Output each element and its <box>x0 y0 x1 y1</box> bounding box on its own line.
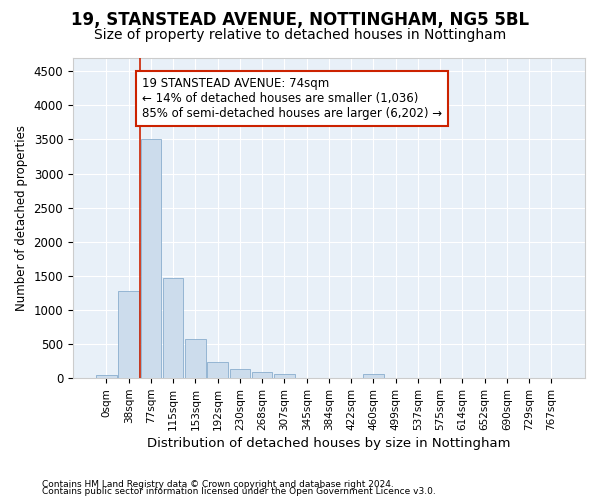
Text: Size of property relative to detached houses in Nottingham: Size of property relative to detached ho… <box>94 28 506 42</box>
Text: Contains public sector information licensed under the Open Government Licence v3: Contains public sector information licen… <box>42 488 436 496</box>
Bar <box>363 374 383 378</box>
Text: 19, STANSTEAD AVENUE, NOTTINGHAM, NG5 5BL: 19, STANSTEAD AVENUE, NOTTINGHAM, NG5 5B… <box>71 11 529 29</box>
Bar <box>140 140 161 378</box>
Bar <box>163 278 184 378</box>
Bar <box>230 368 250 378</box>
Bar <box>208 362 228 378</box>
Bar <box>252 372 272 378</box>
Bar <box>96 375 116 378</box>
Bar <box>118 291 139 378</box>
Text: Contains HM Land Registry data © Crown copyright and database right 2024.: Contains HM Land Registry data © Crown c… <box>42 480 394 489</box>
Y-axis label: Number of detached properties: Number of detached properties <box>15 125 28 311</box>
Bar <box>274 374 295 378</box>
Bar <box>185 339 206 378</box>
Text: 19 STANSTEAD AVENUE: 74sqm
← 14% of detached houses are smaller (1,036)
85% of s: 19 STANSTEAD AVENUE: 74sqm ← 14% of deta… <box>142 76 442 120</box>
X-axis label: Distribution of detached houses by size in Nottingham: Distribution of detached houses by size … <box>147 437 511 450</box>
